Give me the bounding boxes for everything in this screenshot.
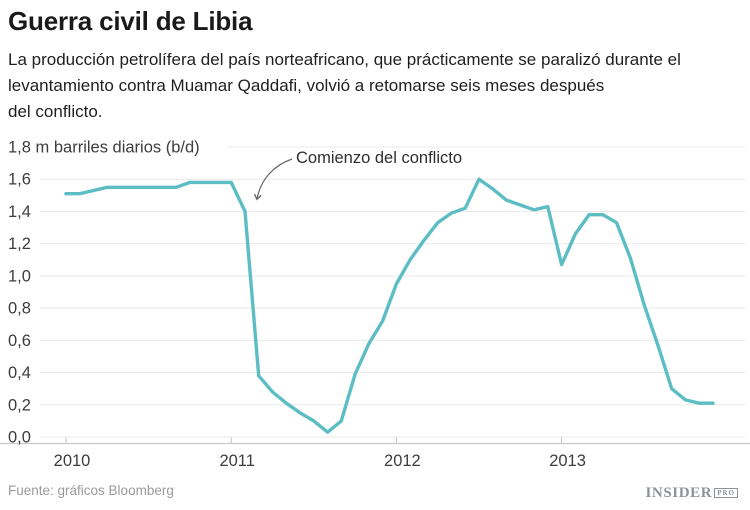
axis-labels: 1,6 1,4 1,2 1,0 0,8 0,6 0,4 0,2 0,0 1,8 m barrile… <box>8 139 586 470</box>
data-series <box>64 177 715 434</box>
page-title: Guerra civil de Libia <box>8 6 253 36</box>
y-tick-label: 1,4 <box>8 203 31 221</box>
y-tick-label: 0,6 <box>8 332 31 350</box>
x-tick-label: 2013 <box>549 452 586 470</box>
oil-production-line <box>64 177 715 434</box>
y-tick-label: 1,0 <box>8 267 31 285</box>
subtitle-line: La producción petrolífera del país norte… <box>8 50 681 69</box>
x-tick-label: 2011 <box>219 452 254 470</box>
x-tick-label: 2012 <box>384 452 421 470</box>
y-tick-label: 0,0 <box>8 429 31 447</box>
y-tick-label: 0,8 <box>8 300 31 318</box>
x-tick-label: 2010 <box>54 452 91 470</box>
y-tick-label: 1,6 <box>8 171 31 189</box>
annotation-arrow <box>257 158 293 199</box>
y-tick-label: 1,2 <box>8 235 31 253</box>
y-tick-label: 0,2 <box>8 396 31 414</box>
y-axis-unit-label: 1,8 m barriles diarios (b/d) <box>8 139 200 157</box>
subtitle-line: levantamiento contra Muamar Qaddafi, vol… <box>8 76 605 95</box>
insider-pro-logo: INSIDER PRO <box>645 485 738 502</box>
annotation-label: Comienzo del conflicto <box>296 149 462 167</box>
subtitle-line: del conflicto. <box>8 102 103 121</box>
x-axis <box>0 437 750 445</box>
logo-text: INSIDER <box>645 485 713 501</box>
gridlines <box>40 146 745 438</box>
chart-subtitle: La producción petrolífera del país norte… <box>8 47 681 125</box>
y-tick-label: 0,4 <box>8 364 31 382</box>
source-credit: Fuente: gráficos Bloomberg <box>8 483 174 498</box>
logo-pro-badge: PRO <box>714 487 738 498</box>
